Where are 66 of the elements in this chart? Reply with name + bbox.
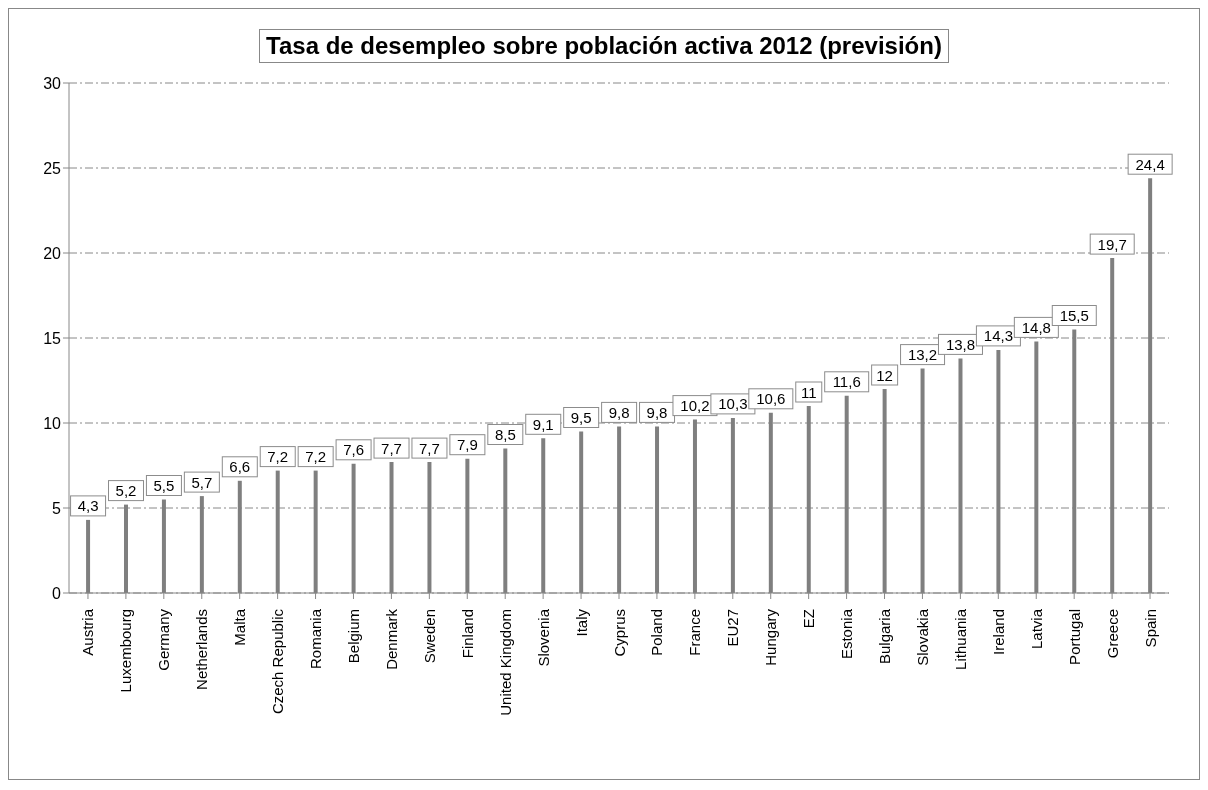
data-label: 19,7 xyxy=(1097,235,1127,253)
data-label: 15,5 xyxy=(1059,307,1089,324)
x-tick-label: Slovakia xyxy=(913,608,931,666)
x-tick-label: Ireland xyxy=(989,609,1007,655)
data-label: 9,8 xyxy=(608,403,630,421)
x-tick-label: Czech Republic xyxy=(269,608,287,715)
x-tick-label: Sweden xyxy=(420,609,438,664)
chart-title: Tasa de desempleo sobre población activa 2012 (previsión) xyxy=(259,29,949,63)
data-label: 7,9 xyxy=(456,436,478,454)
y-tick-label: 30 xyxy=(43,74,62,92)
x-tick-label: Malta xyxy=(231,608,249,646)
y-tick-label: 15 xyxy=(43,329,62,347)
data-label: 8,5 xyxy=(494,426,516,443)
data-label: 14,8 xyxy=(1021,318,1051,336)
x-tick-label: Belgium xyxy=(344,609,362,664)
data-label: 10,6 xyxy=(756,390,786,408)
x-tick-label: Cyprus xyxy=(610,609,628,657)
x-tick-label: Slovenia xyxy=(534,608,552,667)
data-label: 5,5 xyxy=(153,477,175,494)
data-label: 9,1 xyxy=(532,415,554,433)
data-label: 5,2 xyxy=(115,482,137,500)
data-label: 10,3 xyxy=(718,395,748,413)
x-tick-label: Bulgaria xyxy=(876,608,894,665)
x-tick-label: Latvia xyxy=(1027,608,1045,650)
data-label: 11,6 xyxy=(832,373,861,391)
data-label: 11 xyxy=(800,383,817,401)
data-label: 24,4 xyxy=(1135,155,1165,173)
x-tick-label: Finland xyxy=(458,609,476,659)
x-tick-label: Romania xyxy=(307,608,325,670)
data-label: 10,2 xyxy=(680,397,710,415)
x-tick-label: Greece xyxy=(1103,609,1121,659)
data-label: 7,7 xyxy=(419,439,440,457)
y-tick-label: 20 xyxy=(43,244,62,262)
y-tick-label: 5 xyxy=(52,499,62,517)
x-tick-label: Poland xyxy=(648,609,666,656)
x-tick-label: Germany xyxy=(155,608,173,671)
data-label: 14,3 xyxy=(983,327,1014,345)
x-tick-label: Netherlands xyxy=(193,609,211,690)
data-label: 6,6 xyxy=(229,458,251,476)
x-tick-label: EZ xyxy=(800,609,818,629)
x-tick-label: United Kingdom xyxy=(496,609,514,716)
data-label: 7,2 xyxy=(267,448,289,466)
data-label: 13,8 xyxy=(945,335,976,353)
x-tick-label: EU27 xyxy=(724,609,742,647)
x-tick-label: Austria xyxy=(79,608,97,656)
x-tick-label: Estonia xyxy=(838,608,856,660)
data-label: 9,8 xyxy=(646,403,668,421)
data-label: 9,5 xyxy=(570,409,592,426)
data-label: 13,2 xyxy=(907,346,938,364)
y-tick-label: 25 xyxy=(43,159,62,177)
x-tick-label: Denmark xyxy=(382,608,400,670)
y-tick-label: 0 xyxy=(52,584,62,602)
data-label: 7,6 xyxy=(343,441,365,459)
x-tick-label: Spain xyxy=(1141,609,1159,648)
x-tick-label: Portugal xyxy=(1065,609,1083,665)
data-label: 12 xyxy=(876,366,893,384)
data-label: 4,3 xyxy=(77,497,99,515)
y-tick-label: 10 xyxy=(43,414,62,432)
x-tick-label: Hungary xyxy=(762,608,780,666)
x-tick-label: Italy xyxy=(572,608,590,637)
data-label: 7,7 xyxy=(381,439,402,457)
x-tick-label: Luxembourg xyxy=(117,609,135,693)
x-tick-label: France xyxy=(686,609,704,656)
data-label: 7,2 xyxy=(305,448,327,466)
x-tick-label: Lithuania xyxy=(951,608,969,670)
data-label: 5,7 xyxy=(191,473,213,491)
